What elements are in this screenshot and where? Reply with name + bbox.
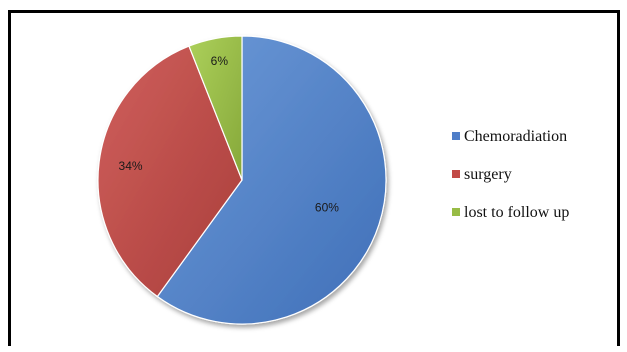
legend-swatch-lost-to-follow-up [452,208,460,216]
slice-label-lost-to-follow-up: 6% [211,54,229,68]
legend-swatch-chemoradiation [452,132,460,140]
slice-label-chemoradiation: 60% [315,201,339,215]
slice-label-surgery: 34% [119,159,143,173]
legend-label-lost-to-follow-up: lost to follow up [464,204,569,221]
legend: Chemoradiation surgery lost to follow up [452,128,569,221]
legend-label-surgery: surgery [464,166,512,183]
legend-label-chemoradiation: Chemoradiation [464,128,567,145]
pie-slices [97,35,387,325]
pie-slice-lost-to-follow-up [188,35,243,181]
pie-slice-labels: 60% 34% 6% [119,54,340,214]
legend-swatch-surgery [452,170,460,178]
pie-slice-chemoradiation [156,35,387,325]
pie-slice-surgery [97,45,243,298]
